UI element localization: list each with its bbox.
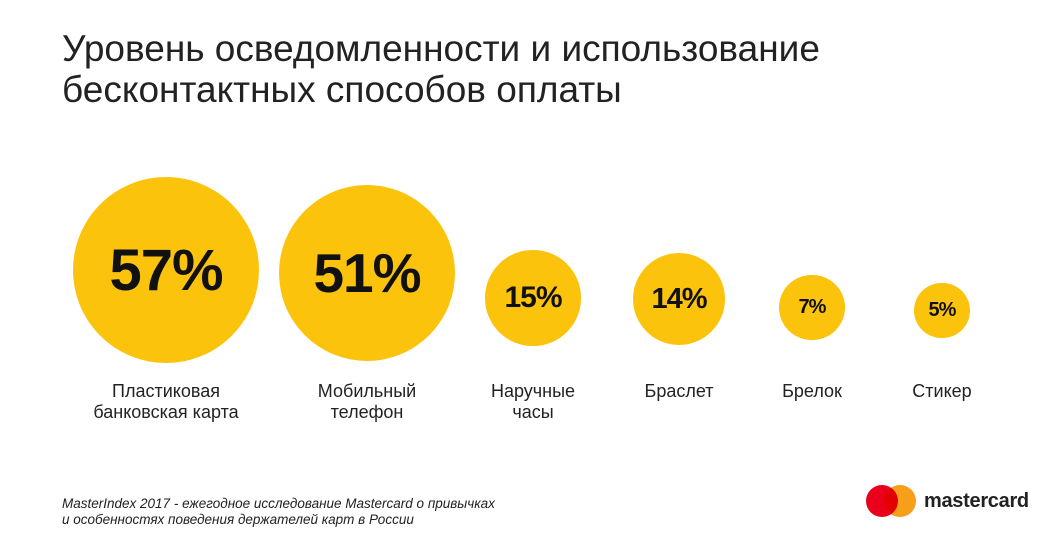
category-label-line: часы bbox=[512, 402, 554, 422]
bubble-value-label: 57% bbox=[109, 237, 223, 303]
category-label-line: Брелок bbox=[782, 381, 842, 401]
chart-title: Уровень осведомленности и использование … bbox=[62, 28, 1022, 110]
category-label-line: Мобильный bbox=[317, 381, 417, 401]
bubble-value-label: 14% bbox=[651, 282, 707, 315]
footnote-line-1: MasterIndex 2017 - ежегодное исследовани… bbox=[62, 496, 495, 511]
category-label: Брелок bbox=[712, 381, 912, 402]
bubble-value-label: 7% bbox=[798, 295, 827, 318]
chart-title-line-1: Уровень осведомленности и использование bbox=[62, 28, 820, 69]
source-footnote: MasterIndex 2017 - ежегодное исследовани… bbox=[62, 496, 495, 528]
category-label-line: телефон bbox=[330, 402, 404, 422]
category-label-line: Наручные bbox=[490, 381, 576, 401]
category-label: Браслет bbox=[579, 381, 779, 402]
bubble-4: 14% bbox=[632, 252, 726, 346]
bubble-value-label: 15% bbox=[504, 281, 562, 315]
category-label-line: Браслет bbox=[644, 381, 714, 401]
logo-wordmark: mastercard bbox=[924, 489, 1029, 512]
bubble-1: 57% bbox=[73, 177, 259, 363]
chart-title-line-2: бесконтактных способов оплаты bbox=[62, 69, 622, 110]
bubble-6: 5% bbox=[914, 283, 970, 339]
mastercard-logo: mastercard bbox=[866, 484, 1029, 518]
logo-orange-circle bbox=[884, 485, 916, 517]
category-label: Стикер bbox=[842, 381, 1042, 402]
bubble-value-label: 51% bbox=[313, 242, 421, 305]
bubble-2: 51% bbox=[279, 185, 455, 362]
footnote-line-2: и особенностях поведения держателей карт… bbox=[62, 512, 414, 527]
category-label: Наручные часы bbox=[433, 381, 633, 423]
category-label-line: Стикер bbox=[912, 381, 972, 401]
category-label-line: Пластиковая bbox=[112, 381, 220, 401]
category-label: Пластиковая банковская карта bbox=[66, 381, 266, 423]
mastercard-circles-icon bbox=[866, 485, 916, 517]
bubble-5: 7% bbox=[779, 274, 845, 341]
category-label: Мобильный телефон bbox=[267, 381, 467, 423]
category-label-line: банковская карта bbox=[93, 402, 239, 422]
bubble-value-label: 5% bbox=[928, 299, 957, 322]
bubble-3: 15% bbox=[485, 250, 581, 346]
